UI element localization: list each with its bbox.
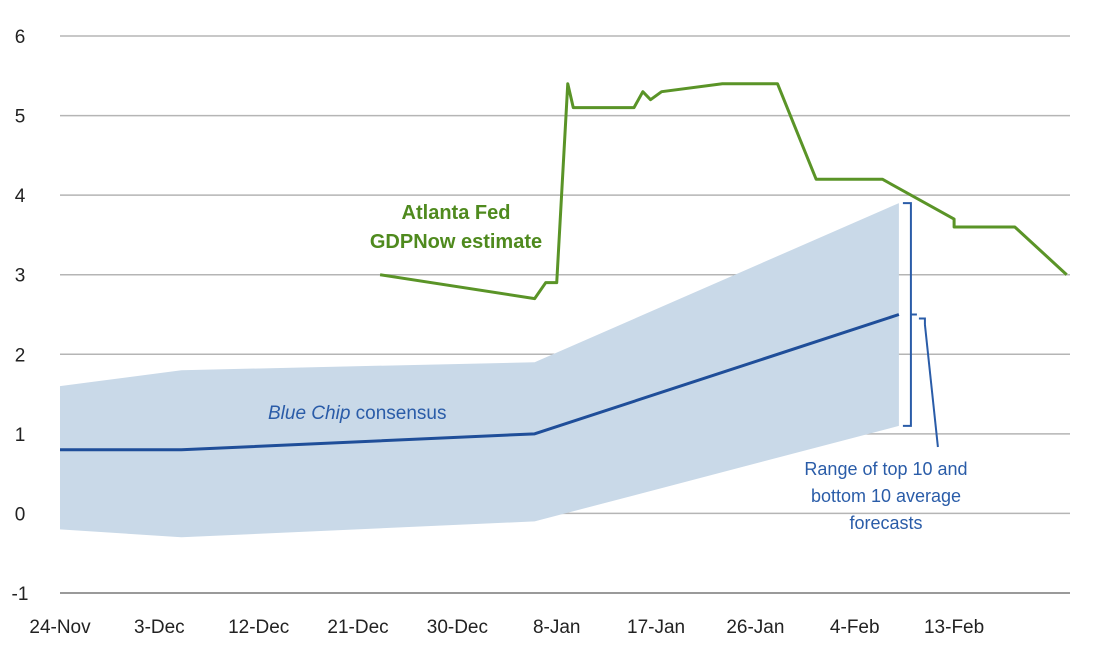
gdpnow-label-line2: GDPNow estimate — [370, 231, 542, 253]
y-tick-label: 1 — [15, 425, 26, 446]
range-bracket-inner — [918, 317, 926, 325]
range-bracket-group — [902, 202, 939, 448]
y-tick-label: 3 — [15, 266, 26, 287]
y-tick-label: -1 — [12, 584, 29, 605]
y-tick-label: 5 — [15, 107, 26, 128]
gdpnow-label-line1: Atlanta Fed — [402, 202, 511, 224]
y-axis-ticks: 6 5 4 3 2 1 0 -1 — [12, 27, 29, 605]
series-lines — [60, 82, 1068, 452]
x-tick-label: 3-Dec — [134, 617, 185, 638]
range-label-leader — [923, 324, 939, 448]
bluechip-label-rest: consensus — [350, 403, 446, 424]
gdpnow-series-line — [379, 82, 1068, 301]
x-tick-label: 21-Dec — [327, 617, 388, 638]
x-tick-label: 26-Jan — [726, 617, 784, 638]
range-label-line3: forecasts — [849, 513, 922, 533]
bluechip-series-line — [60, 313, 900, 452]
range-bracket-outer — [902, 202, 917, 427]
x-tick-label: 30-Dec — [427, 617, 488, 638]
range-label-line2: bottom 10 average — [811, 486, 961, 506]
range-label-line1: Range of top 10 and — [804, 459, 967, 479]
bluechip-label: Blue Chip consensus — [268, 403, 447, 424]
bluechip-label-italic: Blue Chip — [268, 403, 350, 424]
x-tick-label: 17-Jan — [627, 617, 685, 638]
y-tick-label: 2 — [15, 345, 26, 366]
forecast-range-band-group — [60, 203, 899, 538]
y-tick-label: 6 — [15, 27, 26, 48]
y-tick-label: 0 — [15, 504, 26, 525]
x-axis-ticks: 24-Nov 3-Dec 12-Dec 21-Dec 30-Dec 8-Jan 17-Jan… — [29, 617, 984, 638]
x-tick-label: 8-Jan — [533, 617, 581, 638]
x-tick-label: 12-Dec — [228, 617, 289, 638]
x-tick-label: 4-Feb — [830, 617, 880, 638]
forecast-range-band — [60, 203, 899, 538]
x-tick-label: 24-Nov — [29, 617, 91, 638]
y-tick-label: 4 — [15, 186, 26, 207]
x-tick-label: 13-Feb — [924, 617, 984, 638]
